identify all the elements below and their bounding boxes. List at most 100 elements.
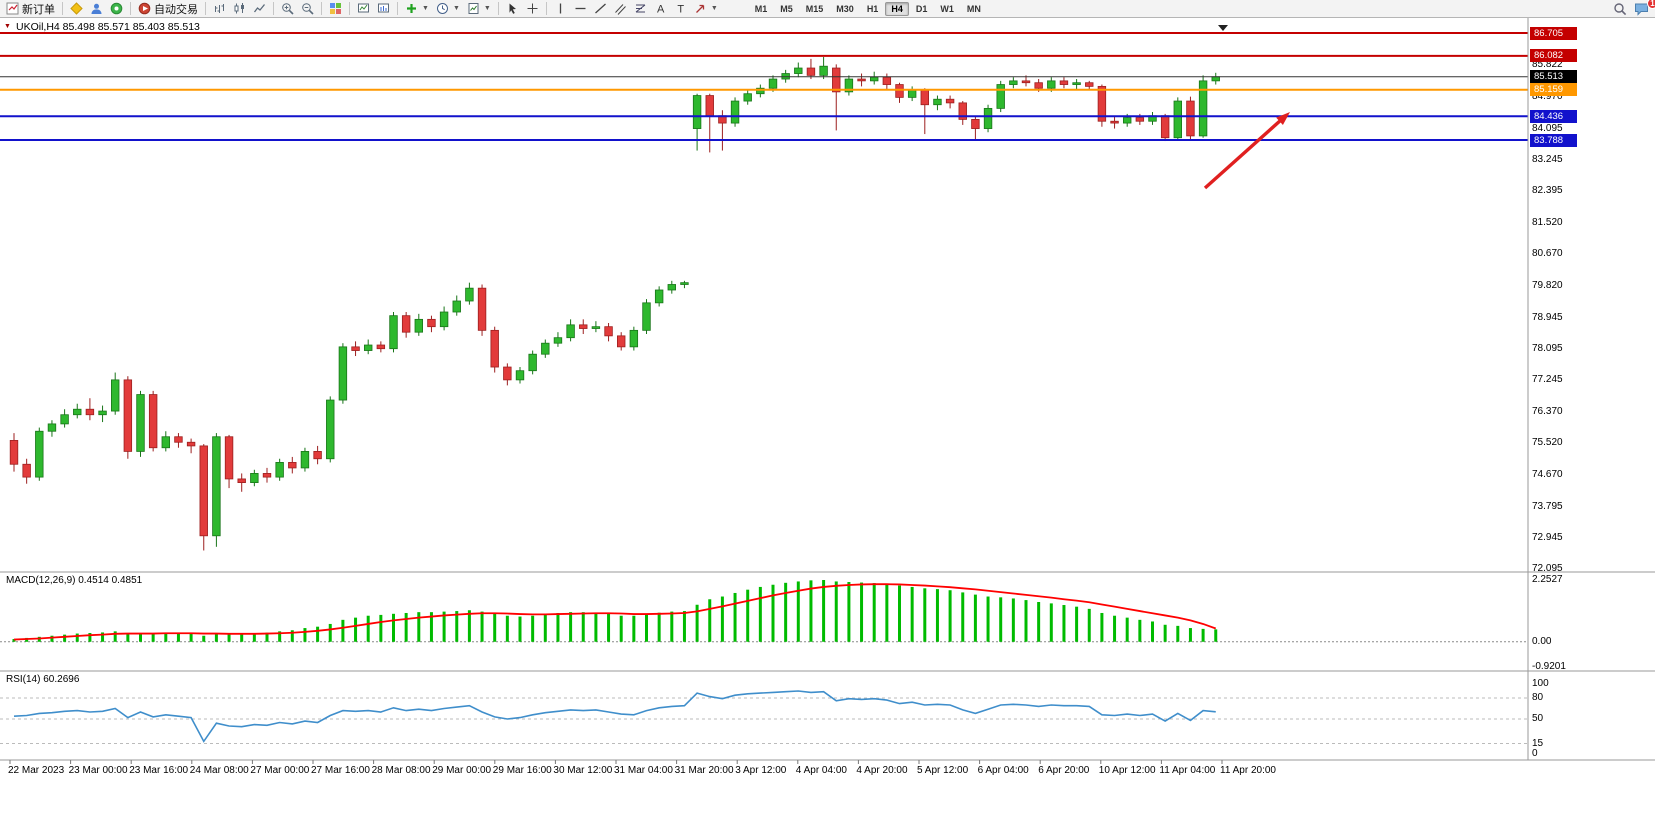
chevron-down-icon: ▼ [452, 5, 460, 12]
candlestick-button[interactable] [230, 1, 249, 17]
price-tag: 86.705 [1530, 26, 1577, 40]
profile-button[interactable] [87, 1, 106, 17]
cursor-button[interactable] [503, 1, 522, 17]
time-axis-label: 11 Apr 20:00 [1220, 765, 1276, 776]
tf-mn-button[interactable]: MN [966, 3, 981, 14]
rsi-axis-label: 100 [1532, 678, 1549, 689]
indicators-button[interactable]: ▼ [402, 1, 432, 17]
chat-button[interactable]: 1 [1631, 0, 1655, 17]
time-axis-label: 27 Mar 16:00 [311, 765, 370, 776]
price-axis-label: 75.520 [1532, 437, 1563, 449]
tf-m5-button[interactable]: M5 [780, 3, 793, 14]
trend-arrow-annotation[interactable] [1203, 112, 1290, 190]
price-tag: 85.159 [1530, 83, 1577, 97]
channel-icon [614, 2, 627, 15]
new-order-button[interactable]: 新订单 [3, 1, 58, 17]
templates-icon [467, 2, 480, 15]
vertical-line-button[interactable] [551, 1, 570, 17]
macd-axis-label: 0.00 [1532, 635, 1552, 647]
new-order-icon [6, 2, 19, 15]
chevron-down-icon: ▼ [422, 5, 429, 12]
mql5-button[interactable] [67, 1, 86, 17]
trendline-icon [594, 2, 607, 15]
tf-h4-button[interactable]: H4 [885, 1, 909, 16]
periods-button[interactable]: ▼ [433, 1, 463, 17]
rsi-axis-label: 0 [1532, 748, 1538, 759]
price-axis-label: 78.095 [1532, 342, 1563, 354]
horizontal-lines-group[interactable] [0, 32, 1528, 142]
crosshair-button[interactable] [523, 1, 542, 17]
rsi-axis-label: 80 [1532, 692, 1544, 703]
chart-collapse-ic[interactable]: ▼ [4, 23, 11, 30]
tile-windows-icon [329, 2, 342, 15]
chart-window-icon [357, 2, 370, 15]
zoom-out-button[interactable] [298, 1, 317, 17]
time-axis-label: 29 Mar 00:00 [432, 765, 492, 776]
time-axis-label: 3 Apr 12:00 [735, 765, 787, 776]
line-chart-button[interactable] [250, 1, 269, 17]
fibonacci-icon [634, 2, 647, 15]
autotrading-icon [138, 2, 151, 15]
svg-text:A: A [657, 4, 665, 16]
price-axis-label: 73.795 [1532, 500, 1563, 512]
tf-m30-button[interactable]: M30 [836, 3, 854, 14]
chart-canvas[interactable] [0, 18, 1655, 824]
tf-d1-button[interactable]: D1 [915, 3, 928, 14]
trendline-button[interactable] [591, 1, 610, 17]
channel-button[interactable] [611, 1, 630, 17]
tf-m15-button[interactable]: M15 [805, 3, 824, 14]
chevron-down-icon: ▼ [483, 5, 491, 12]
toolbar-separator [397, 2, 398, 15]
shapes-button[interactable]: ▼ [691, 1, 721, 17]
toolbar-separator [130, 2, 131, 15]
time-axis-label: 22 Mar 2023 [8, 765, 65, 776]
toolbar-separator [349, 2, 350, 15]
chart-arrange-icon [377, 2, 390, 15]
chart-arrange-button[interactable] [374, 1, 393, 17]
templates-button[interactable]: ▼ [464, 1, 494, 17]
search-button[interactable] [1610, 1, 1630, 17]
periods-icon [436, 2, 449, 15]
price-axis-label: 78.945 [1532, 311, 1563, 323]
horizontal-line-button[interactable] [571, 1, 590, 17]
cursor-icon [506, 2, 519, 15]
toolbar-separator [62, 2, 63, 15]
tf-w1-button[interactable]: W1 [940, 3, 954, 14]
rsi-axis-label: 15 [1532, 737, 1544, 749]
mql5-icon [70, 2, 83, 15]
auto-trading-label: 自动交易 [154, 3, 198, 16]
new-order-label: 新订单 [22, 3, 55, 16]
time-axis-label: 5 Apr 12:00 [917, 765, 969, 776]
price-axis-label: 80.670 [1532, 248, 1563, 260]
fibonacci-button[interactable] [631, 1, 650, 17]
chart-area[interactable]: ▼ UKOil,H4 85.498 85.571 85.403 85.513 M… [0, 18, 1655, 824]
tf-m1-button[interactable]: M1 [754, 3, 768, 14]
time-axis-label: 6 Apr 04:00 [977, 765, 1029, 776]
line-chart-icon [253, 2, 266, 15]
toolbar: 新订单 自动交易 ▼ ▼ ▼ A T ▼ M1 M5 M15 M30 H1 H4… [0, 0, 1655, 18]
toolbar-separator [273, 2, 274, 15]
svg-text:T: T [677, 4, 684, 16]
zoom-in-button[interactable] [278, 1, 297, 17]
price-axis-label: 81.520 [1532, 217, 1563, 229]
label-button[interactable]: T [671, 1, 690, 17]
bar-chart-button[interactable] [210, 1, 229, 17]
tile-windows-button[interactable] [326, 1, 345, 17]
macd-indicator-label: MACD(12,26,9) 0.4514 0.4851 [6, 575, 143, 586]
toolbar-separator [497, 2, 499, 15]
profile-icon [90, 2, 103, 15]
horizontal-line-icon [574, 2, 587, 15]
price-tag: 85.513 [1530, 70, 1577, 84]
time-axis-label: 24 Mar 08:00 [189, 765, 249, 776]
community-button[interactable] [107, 1, 126, 17]
text-button[interactable]: A [651, 1, 670, 17]
tf-h1-button[interactable]: H1 [866, 3, 879, 14]
chart-window-button[interactable] [354, 1, 373, 17]
rsi-indicator-label: RSI(14) 60.2696 [6, 674, 80, 685]
price-axis-label: 74.670 [1532, 468, 1563, 480]
candles-group [9, 57, 1220, 551]
price-axis-label: 84.095 [1532, 122, 1563, 134]
crosshair-icon [526, 2, 539, 15]
toolbar-separator [545, 2, 547, 15]
auto-trading-button[interactable]: 自动交易 [135, 1, 201, 17]
